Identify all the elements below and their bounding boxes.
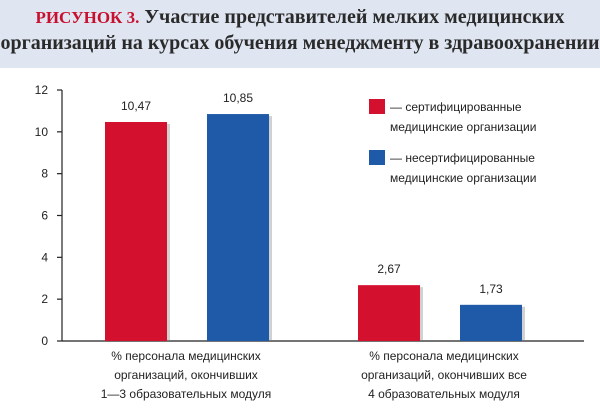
bar: [460, 304, 522, 341]
bar: [207, 114, 269, 341]
data-label: 2,67: [377, 262, 401, 276]
y-tick-label: 4: [41, 250, 48, 264]
figure-title-line-1: РИСУНОК 3. Участие представителей мелких…: [0, 6, 600, 29]
data-label: 1,73: [479, 282, 503, 296]
y-tick-label: 0: [41, 334, 48, 348]
data-label: 10,47: [121, 99, 151, 113]
y-tick-label: 10: [35, 125, 49, 139]
y-tick-label: 6: [41, 209, 48, 223]
data-label: 10,85: [223, 91, 253, 105]
category-label: организаций, окончивших все: [361, 368, 527, 382]
category-label: % персонала медицинских: [369, 349, 519, 363]
legend-label: медицинские организации: [390, 120, 536, 134]
y-tick-label: 12: [35, 83, 49, 97]
data-labels: 10,47 2,67 10,85 1,73: [121, 91, 503, 296]
category-label: % персонала медицинских: [111, 349, 261, 363]
y-tick-label: 8: [41, 167, 48, 181]
legend-label: медицинские организации: [390, 171, 536, 185]
legend-label: — несертифицированные: [390, 151, 535, 165]
figure-title-line-2: организаций на курсах обучения менеджмен…: [0, 32, 600, 54]
y-axis-ticks: 0 2 4 6 8 10 12: [35, 83, 62, 348]
category-label: 4 образовательных модуля: [368, 387, 520, 401]
legend-label: — сертифицированные: [390, 100, 522, 114]
bar: [358, 285, 420, 341]
figure-header: РИСУНОК 3. Участие представителей мелких…: [0, 0, 600, 68]
category-labels: % персонала медицинских организаций, окон…: [101, 349, 528, 401]
bars: [105, 114, 525, 341]
figure-label: РИСУНОК 3.: [35, 8, 140, 27]
legend-swatch: [369, 150, 385, 165]
y-tick-label: 2: [41, 292, 48, 306]
category-label: организаций, окончивших: [114, 368, 258, 382]
figure-title-text: Участие представителей мелких медицински…: [144, 6, 565, 28]
legend-swatch: [369, 99, 385, 114]
bar: [105, 122, 167, 341]
category-label: 1—3 образовательных модуля: [101, 387, 272, 401]
legend: — сертифицированные медицинские организац…: [369, 99, 536, 185]
